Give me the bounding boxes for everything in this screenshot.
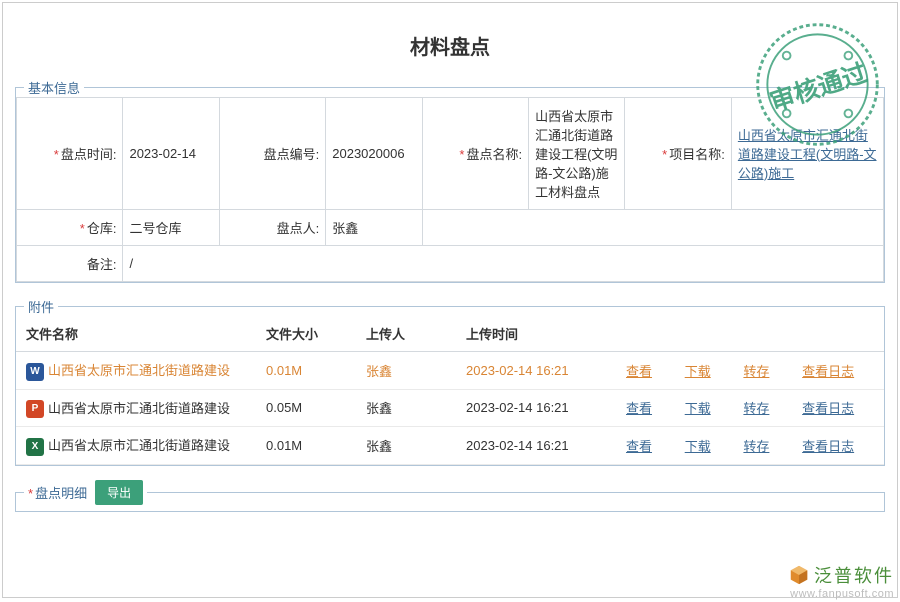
- file-size: 0.01M: [256, 427, 356, 465]
- export-button[interactable]: 导出: [95, 480, 143, 505]
- code-label: 盘点编号:: [264, 147, 320, 162]
- file-time: 2023-02-14 16:21: [456, 352, 616, 390]
- file-size: 0.01M: [256, 352, 356, 390]
- file-name: 山西省太原市汇通北街道路建设: [48, 401, 230, 416]
- table-row: P 山西省太原市汇通北街道路建设 0.05M张鑫2023-02-14 16:21 查看…: [16, 389, 884, 427]
- file-uploader: 张鑫: [356, 352, 456, 390]
- attachment-legend: 附件: [24, 297, 58, 316]
- detail-legend: 盘点明细: [35, 486, 87, 501]
- file-type-icon: X: [26, 438, 44, 456]
- warehouse-label: 仓库:: [87, 221, 117, 236]
- col-time: 上传时间: [456, 316, 616, 352]
- project-link[interactable]: 山西省太原市汇通北街道路建设工程(文明路-文公路)施工: [738, 128, 877, 181]
- page-title: 材料盘点: [15, 11, 885, 78]
- required-marker: *: [28, 486, 33, 501]
- person-label: 盘点人:: [277, 221, 320, 236]
- file-type-icon: W: [26, 363, 44, 381]
- file-size: 0.05M: [256, 389, 356, 427]
- warehouse-value: 二号仓库: [123, 210, 219, 246]
- required-marker: *: [662, 147, 667, 162]
- basic-info-legend: 基本信息: [24, 78, 84, 97]
- file-time: 2023-02-14 16:21: [456, 427, 616, 465]
- file-name: 山西省太原市汇通北街道路建设: [48, 363, 230, 378]
- file-time: 2023-02-14 16:21: [456, 389, 616, 427]
- name-value: 山西省太原市汇通北街道路建设工程(文明路-文公路)施工材料盘点: [529, 98, 625, 210]
- time-value: 2023-02-14: [123, 98, 219, 210]
- view-link[interactable]: 查看: [626, 439, 652, 454]
- time-label: 盘点时间:: [61, 147, 117, 162]
- brand-url: www.fanpusoft.com: [788, 588, 894, 600]
- transfer-link[interactable]: 转存: [743, 401, 769, 416]
- log-link[interactable]: 查看日志: [802, 439, 854, 454]
- remark-label: 备注:: [87, 257, 117, 272]
- table-row: X 山西省太原市汇通北街道路建设 0.01M张鑫2023-02-14 16:21 查看…: [16, 427, 884, 465]
- required-marker: *: [54, 147, 59, 162]
- person-value: 张鑫: [326, 210, 422, 246]
- remark-value: /: [123, 246, 884, 282]
- download-link[interactable]: 下载: [685, 364, 711, 379]
- transfer-link[interactable]: 转存: [743, 439, 769, 454]
- download-link[interactable]: 下载: [685, 401, 711, 416]
- brand-logo-icon: [788, 564, 810, 586]
- log-link[interactable]: 查看日志: [802, 364, 854, 379]
- code-value: 2023020006: [326, 98, 422, 210]
- file-uploader: 张鑫: [356, 389, 456, 427]
- transfer-link[interactable]: 转存: [743, 364, 769, 379]
- attachment-section: 附件 文件名称 文件大小 上传人 上传时间 W 山西省太原市汇通北街道路建设 0.0…: [15, 297, 885, 466]
- table-row: W 山西省太原市汇通北街道路建设 0.01M张鑫2023-02-14 16:21 查看…: [16, 352, 884, 390]
- name-label: 盘点名称:: [466, 147, 522, 162]
- log-link[interactable]: 查看日志: [802, 401, 854, 416]
- download-link[interactable]: 下载: [685, 439, 711, 454]
- file-uploader: 张鑫: [356, 427, 456, 465]
- project-label: 项目名称:: [669, 147, 725, 162]
- detail-section: *盘点明细 导出: [15, 480, 885, 512]
- col-filename: 文件名称: [16, 316, 256, 352]
- brand-name: 泛普软件: [814, 562, 894, 588]
- view-link[interactable]: 查看: [626, 401, 652, 416]
- required-marker: *: [459, 147, 464, 162]
- col-size: 文件大小: [256, 316, 356, 352]
- file-name: 山西省太原市汇通北街道路建设: [48, 438, 230, 453]
- basic-info-section: 基本信息 *盘点时间: 2023-02-14 盘点编号: 2023020006 …: [15, 78, 885, 283]
- brand-watermark: 泛普软件 www.fanpusoft.com: [788, 562, 894, 600]
- col-uploader: 上传人: [356, 316, 456, 352]
- file-type-icon: P: [26, 400, 44, 418]
- view-link[interactable]: 查看: [626, 364, 652, 379]
- required-marker: *: [80, 221, 85, 236]
